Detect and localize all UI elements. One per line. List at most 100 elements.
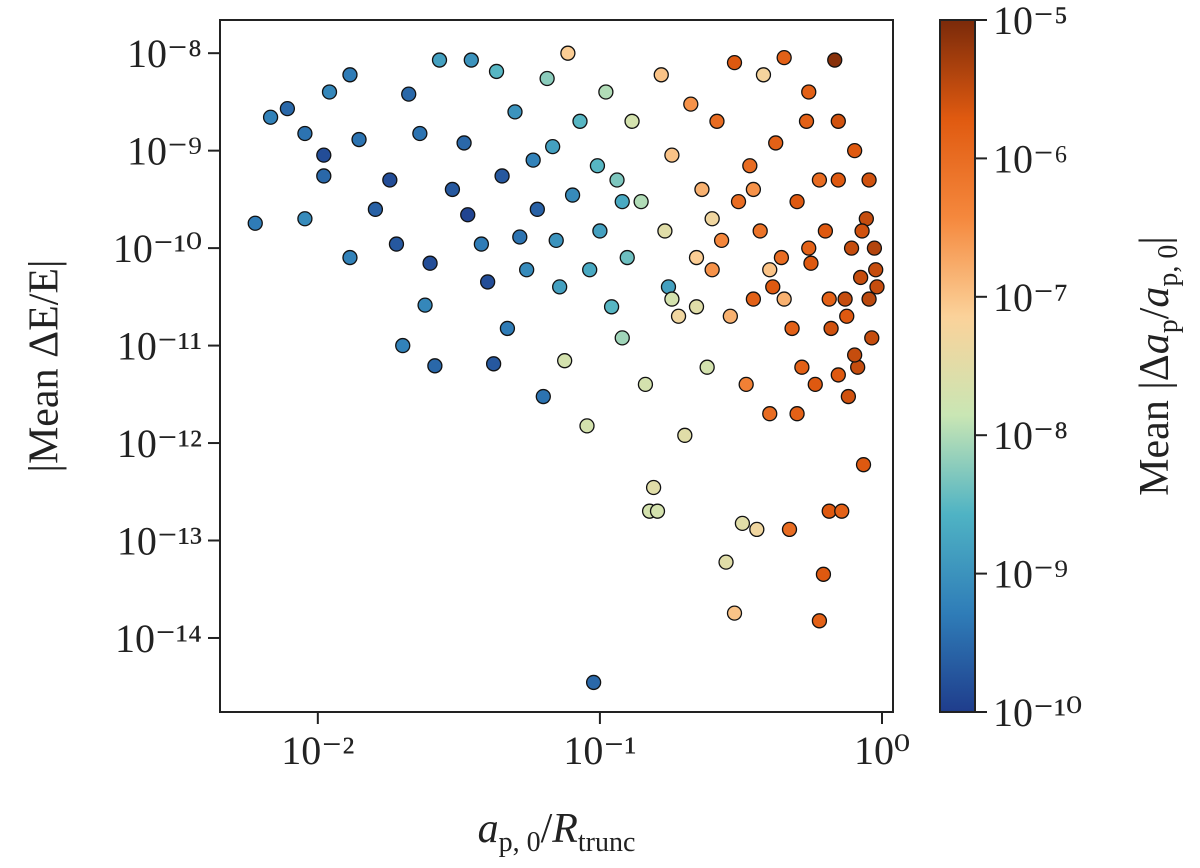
- scatter-point: [722, 308, 738, 324]
- scatter-point: [847, 347, 863, 363]
- scatter-point: [614, 193, 630, 210]
- scatter-point: [664, 291, 680, 307]
- scatter-point: [480, 274, 496, 290]
- colorbar-tick-label: 10⁻¹⁰: [993, 690, 1082, 735]
- scatter-point: [444, 181, 461, 198]
- scatter-point: [730, 193, 747, 210]
- scatter-point: [653, 67, 669, 83]
- scatter-point: [529, 201, 545, 217]
- scatter-point: [726, 54, 743, 71]
- scatter-point: [762, 406, 778, 422]
- label-part: a: [1132, 287, 1178, 308]
- scatter-point: [815, 566, 832, 582]
- scatter-point: [525, 152, 541, 168]
- y-axis-label: |Mean ΔE/E|: [22, 260, 68, 473]
- scatter-point: [718, 554, 734, 570]
- scatter-point: [837, 291, 853, 307]
- scatter-point: [811, 172, 828, 188]
- scatter-point: [633, 193, 649, 210]
- scatter-point: [784, 320, 800, 337]
- y-tick-label: 10⁻¹³: [117, 519, 202, 564]
- colorbar-tick-label: 10⁻⁹: [993, 552, 1068, 597]
- scatter-point: [382, 172, 398, 188]
- scatter-point: [579, 418, 595, 434]
- x-tick-label: 10⁰: [854, 728, 910, 773]
- colorbar-tick-label: 10⁻⁷: [993, 275, 1068, 320]
- scatter-point: [794, 359, 810, 375]
- scatter-point: [827, 52, 843, 68]
- scatter-point: [473, 236, 490, 252]
- axis-label: ap, 0/Rtrunc: [478, 806, 636, 858]
- scatter-point: [755, 67, 772, 83]
- scatter-point: [548, 232, 564, 249]
- scatter-point: [367, 201, 384, 217]
- scatter-point: [585, 674, 602, 691]
- scatter-point: [803, 255, 819, 271]
- scatter-point: [789, 193, 805, 210]
- scatter-point: [592, 223, 608, 239]
- scatter-point: [539, 70, 555, 87]
- scatter-point: [512, 229, 528, 245]
- scatter-point: [582, 262, 598, 278]
- scatter-point: [603, 299, 620, 315]
- scatter-point: [614, 330, 630, 346]
- scatter-point: [694, 181, 710, 198]
- x-tick-label: 10⁻²: [281, 728, 354, 773]
- scatter-point: [589, 158, 606, 174]
- scatter-point: [776, 49, 792, 66]
- scatter-point: [427, 358, 443, 374]
- scatter-point: [342, 249, 358, 266]
- scatter-point: [247, 215, 263, 231]
- scatter-point: [485, 356, 502, 372]
- scatter-point: [847, 142, 863, 159]
- scatter-point: [765, 279, 781, 295]
- y-tick-label: 10⁻¹¹: [117, 324, 202, 369]
- scatter-point: [762, 262, 778, 278]
- scatter-point: [422, 255, 438, 271]
- scatter-point: [699, 359, 715, 375]
- scatter-point: [734, 515, 751, 532]
- scatter-point: [564, 187, 581, 203]
- y-tick-label: 10⁻⁹: [127, 129, 202, 174]
- scatter-point: [742, 158, 758, 174]
- scatter-point: [861, 291, 877, 307]
- y-tick-label: 10⁻¹⁰: [113, 226, 202, 271]
- scatter-point: [688, 249, 705, 266]
- y-tick-label: 10⁻¹²: [117, 421, 202, 466]
- y-tick-label: 10⁻¹⁴: [115, 616, 202, 661]
- scatter-point: [821, 291, 837, 307]
- label-part: trunc: [578, 827, 636, 858]
- scatter-point: [749, 521, 765, 538]
- scatter-point: [854, 223, 870, 239]
- scatter-point: [417, 297, 433, 313]
- scatter-point: [519, 262, 535, 278]
- scatter-point: [609, 172, 625, 188]
- scatter-point: [431, 52, 448, 68]
- scatter-point: [395, 337, 411, 354]
- scatter-point: [552, 279, 568, 295]
- scatter-point: [840, 388, 857, 405]
- scatter-point: [456, 135, 472, 151]
- scatter-point: [781, 521, 798, 538]
- scatter-point: [401, 86, 417, 102]
- y-tick-label: 10⁻⁸: [127, 31, 202, 76]
- scatter-point: [811, 613, 828, 629]
- label-part: R: [551, 806, 578, 852]
- scatter-point: [789, 406, 805, 422]
- scatter-point: [677, 427, 693, 443]
- scatter-point: [388, 236, 405, 252]
- scatter-point: [657, 223, 673, 239]
- scatter-point: [670, 308, 687, 324]
- scatter-point: [704, 211, 720, 227]
- scatter-point: [535, 388, 551, 405]
- scatter-point: [557, 353, 573, 369]
- scatter-point: [868, 262, 884, 278]
- label-part: |: [1132, 236, 1178, 244]
- scatter-point: [297, 211, 313, 227]
- axis-label: Mean |Δap/ap, 0|: [1132, 236, 1184, 496]
- scatter-point: [709, 113, 725, 129]
- scatter-point: [342, 67, 358, 83]
- scatter-point: [316, 168, 332, 184]
- scatter-point: [801, 84, 817, 100]
- scatter-point: [823, 320, 839, 337]
